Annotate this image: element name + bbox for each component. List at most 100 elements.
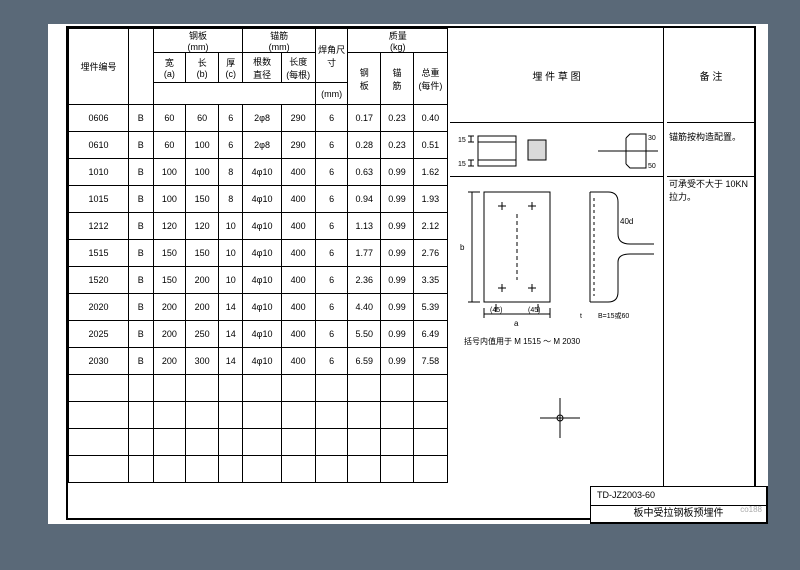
cell-l: 400 bbox=[281, 159, 315, 186]
cell-w3: 0.51 bbox=[413, 132, 447, 159]
table-row: 1520B150200104φ1040062.360.993.35 bbox=[69, 267, 448, 294]
cell-c: 14 bbox=[218, 348, 243, 375]
cell-c: 6 bbox=[218, 132, 243, 159]
diagram-top: 15 15 30 50 bbox=[458, 128, 658, 174]
cell-b: 200 bbox=[186, 267, 219, 294]
axis-b: b bbox=[460, 243, 465, 252]
drawing-frame: 埋件编号 钢板 (mm) 锚筋 (mm) 焊角尺寸 质量 (kg) 宽 (a) … bbox=[66, 26, 756, 520]
cell-c: 10 bbox=[218, 267, 243, 294]
cell-c: 8 bbox=[218, 186, 243, 213]
cell-b: 200 bbox=[186, 294, 219, 321]
cell-l: 400 bbox=[281, 186, 315, 213]
cell-wl: 6 bbox=[315, 321, 348, 348]
cell-w3: 0.40 bbox=[413, 105, 447, 132]
cell-w1: 5.50 bbox=[348, 321, 381, 348]
hdr-nd: 根数 直径 bbox=[243, 53, 281, 83]
cell-t: B bbox=[128, 213, 153, 240]
cell-a: 200 bbox=[153, 348, 186, 375]
cell-c: 6 bbox=[218, 105, 243, 132]
cell-w1: 2.36 bbox=[348, 267, 381, 294]
cell-t: B bbox=[128, 267, 153, 294]
cell-a: 60 bbox=[153, 132, 186, 159]
hdr-type bbox=[128, 29, 153, 105]
cell-nd: 4φ10 bbox=[243, 348, 281, 375]
cell-w2: 0.99 bbox=[381, 159, 414, 186]
cell-nd: 4φ10 bbox=[243, 294, 281, 321]
cell-b: 120 bbox=[186, 213, 219, 240]
cell-c: 8 bbox=[218, 159, 243, 186]
dim-45a: (45) bbox=[490, 307, 502, 314]
dim-45b: (45) bbox=[528, 307, 540, 314]
cell-wl: 6 bbox=[315, 105, 348, 132]
hdr-mm: (mm) bbox=[315, 83, 348, 105]
hdr-weld: 焊角尺寸 bbox=[315, 29, 348, 83]
cell-a: 200 bbox=[153, 321, 186, 348]
spec-table: 埋件编号 钢板 (mm) 锚筋 (mm) 焊角尺寸 质量 (kg) 宽 (a) … bbox=[68, 28, 448, 483]
dim-bw: B=15或60 bbox=[598, 311, 629, 320]
cell-a: 60 bbox=[153, 105, 186, 132]
divider bbox=[450, 176, 663, 177]
cell-no: 1212 bbox=[69, 213, 129, 240]
hdr-a: 宽 (a) bbox=[153, 53, 186, 83]
cell-wl: 6 bbox=[315, 267, 348, 294]
hdr-w-anchor: 锚 筋 bbox=[381, 53, 414, 105]
cell-nd: 4φ10 bbox=[243, 321, 281, 348]
cell-a: 100 bbox=[153, 159, 186, 186]
notes-title: 备 注 bbox=[665, 68, 757, 83]
cell-nd: 2φ8 bbox=[243, 105, 281, 132]
table-row: 1212B120120104φ1040061.130.992.12 bbox=[69, 213, 448, 240]
dim-t: t bbox=[580, 313, 582, 320]
dim-15b: 15 bbox=[458, 161, 466, 168]
table-row-empty bbox=[69, 375, 448, 402]
cell-no: 2020 bbox=[69, 294, 129, 321]
cell-nd: 4φ10 bbox=[243, 240, 281, 267]
cell-nd: 4φ10 bbox=[243, 213, 281, 240]
cell-w3: 2.12 bbox=[413, 213, 447, 240]
crosshair-icon bbox=[540, 398, 580, 438]
cell-w1: 0.28 bbox=[348, 132, 381, 159]
table-row-empty bbox=[69, 402, 448, 429]
cell-w1: 1.77 bbox=[348, 240, 381, 267]
axis-a: a bbox=[514, 319, 519, 328]
diagram-title: 埋 件 草 图 bbox=[450, 68, 663, 83]
cell-l: 400 bbox=[281, 348, 315, 375]
cell-wl: 6 bbox=[315, 159, 348, 186]
table-row: 2025B200250144φ1040065.500.996.49 bbox=[69, 321, 448, 348]
table-row: 1015B10015084φ1040060.940.991.93 bbox=[69, 186, 448, 213]
cell-no: 1015 bbox=[69, 186, 129, 213]
cell-no: 1010 bbox=[69, 159, 129, 186]
hdr-plate: 钢板 (mm) bbox=[153, 29, 243, 53]
cell-w2: 0.99 bbox=[381, 348, 414, 375]
cell-b: 60 bbox=[186, 105, 219, 132]
dim-30: 30 bbox=[648, 135, 656, 142]
note-text: 可承受不大于 10KN 拉力。 bbox=[667, 176, 755, 203]
cell-no: 2030 bbox=[69, 348, 129, 375]
watermark: co188 bbox=[740, 505, 762, 514]
cell-w1: 6.59 bbox=[348, 348, 381, 375]
cell-w3: 2.76 bbox=[413, 240, 447, 267]
cell-a: 150 bbox=[153, 267, 186, 294]
cell-t: B bbox=[128, 348, 153, 375]
table-row: 2030B200300144φ1040066.590.997.58 bbox=[69, 348, 448, 375]
cell-nd: 4φ10 bbox=[243, 267, 281, 294]
cell-b: 100 bbox=[186, 159, 219, 186]
cell-l: 400 bbox=[281, 240, 315, 267]
cell-nd: 4φ10 bbox=[243, 186, 281, 213]
cell-w1: 4.40 bbox=[348, 294, 381, 321]
hdr-weight: 质量 (kg) bbox=[348, 29, 448, 53]
table-row-empty bbox=[69, 456, 448, 483]
cell-t: B bbox=[128, 105, 153, 132]
cell-wl: 6 bbox=[315, 240, 348, 267]
cell-c: 14 bbox=[218, 321, 243, 348]
diagram-plan: b a (45) (45) 40d t B=15或60 括号内值用于 M 151 bbox=[458, 184, 658, 354]
cell-w2: 0.23 bbox=[381, 132, 414, 159]
cell-w2: 0.99 bbox=[381, 186, 414, 213]
cell-w1: 0.63 bbox=[348, 159, 381, 186]
cell-no: 2025 bbox=[69, 321, 129, 348]
cell-nd: 4φ10 bbox=[243, 159, 281, 186]
diagram-panel: 埋 件 草 图 bbox=[450, 28, 664, 520]
cell-c: 10 bbox=[218, 213, 243, 240]
hdr-item-no: 埋件编号 bbox=[69, 29, 129, 105]
cell-l: 400 bbox=[281, 321, 315, 348]
cell-no: 1515 bbox=[69, 240, 129, 267]
